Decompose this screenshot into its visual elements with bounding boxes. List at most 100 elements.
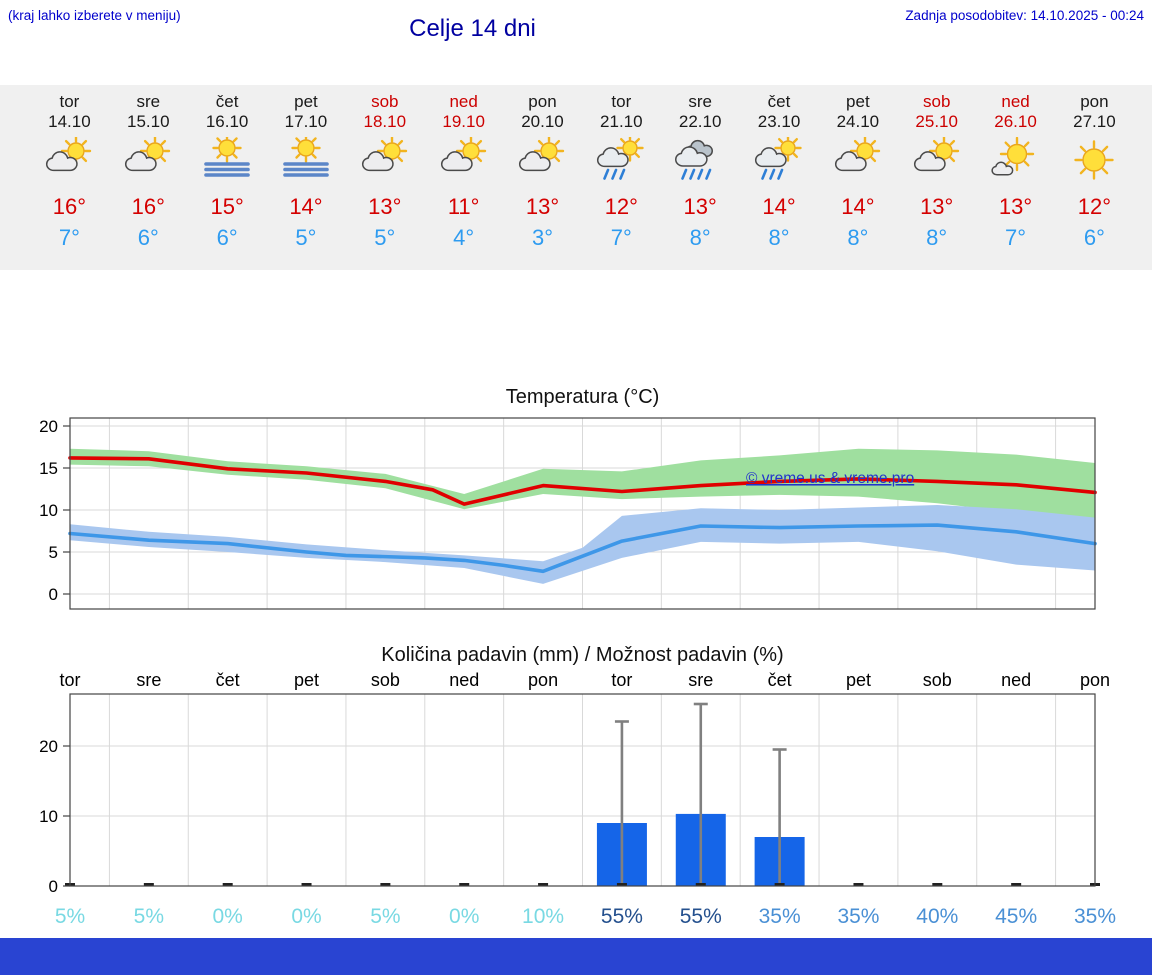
clouds-rain-icon — [675, 139, 714, 180]
temp-max-value: 11° — [447, 194, 480, 219]
temp-max-value: 14° — [762, 194, 796, 219]
weather-icon-wrap — [357, 135, 413, 185]
day-name: pon — [1080, 92, 1109, 111]
day-date: 26.10 — [994, 112, 1037, 131]
precip-day-label: čet — [768, 670, 792, 690]
forecast-day-column: sob 25.10 13° 8° — [897, 85, 976, 270]
baseline-tick — [222, 883, 233, 886]
sun-icon — [1074, 140, 1115, 180]
precip-day-label: ned — [1001, 670, 1031, 690]
day-date: 16.10 — [205, 112, 249, 131]
precip-probability: 55% — [601, 905, 643, 928]
precip-day-label: čet — [216, 670, 240, 690]
forecast-day-column: pet 24.10 14° 8° — [818, 85, 897, 270]
precip-probability: 0% — [213, 905, 243, 928]
temp-min-value: 8° — [768, 225, 790, 250]
forecast-day-column: pet 17.10 14° 5° — [267, 85, 346, 270]
temp-max-line — [68, 456, 1097, 506]
day-date: 27.10 — [1073, 112, 1116, 131]
temp-max-value: 12° — [1077, 194, 1112, 219]
temp-max-value: 12° — [604, 194, 638, 219]
sun-fog-icon — [283, 133, 329, 177]
precipitation-chart: tor sre čet pet sob ned pon tor sre čet pet sob ned p… — [39, 670, 1116, 928]
temp-min-value: 8° — [847, 225, 869, 250]
sun-cloud-rain-icon — [597, 134, 645, 180]
sun-cloud-rain-icon — [754, 134, 802, 180]
sun-cloud-icon — [361, 135, 407, 172]
weather-icon-wrap — [672, 137, 728, 185]
day-date: 17.10 — [284, 112, 328, 131]
day-date: 14.10 — [48, 112, 91, 131]
temp-min-value: 6° — [1083, 225, 1105, 250]
y-tick-label: 0 — [49, 585, 58, 604]
temp-max-value: 13° — [683, 194, 717, 219]
baseline-tick — [1011, 883, 1022, 886]
day-date: 20.10 — [521, 112, 564, 131]
temp-min-value: 7° — [1005, 225, 1027, 250]
day-date: 22.10 — [678, 112, 722, 131]
temp-max-value: 16° — [52, 194, 87, 219]
temp-min-value: 6° — [216, 225, 238, 250]
day-name: čet — [767, 92, 791, 111]
day-name: sob — [922, 92, 951, 111]
temp-min-value: 4° — [453, 225, 475, 250]
forecast-day-column: čet 23.10 14° 8° — [740, 85, 819, 270]
precip-day-label: tor — [611, 670, 632, 690]
temp-min-value: 6° — [137, 225, 159, 250]
forecast-day-column: ned 26.10 13° 7° — [976, 85, 1055, 270]
y-tick-label: 0 — [49, 877, 58, 896]
temp-min-value: 5° — [374, 225, 396, 250]
temp-max-range-band — [70, 448, 1095, 523]
last-update-text: Zadnja posodobitev: 14.10.2025 - 00:24 — [905, 8, 1144, 23]
watermark-text: © vreme.us & vreme.pro — [746, 470, 914, 487]
precip-day-label: sob — [371, 670, 400, 690]
precip-day-label: pon — [528, 670, 558, 690]
sun-cloud-icon — [913, 135, 959, 172]
page-title: Celje 14 dni — [409, 15, 536, 42]
temp-max-value: 13° — [920, 194, 954, 219]
forecast-day-column: ned 19.10 11° 4° — [424, 85, 503, 270]
forecast-day-column: sre 22.10 13° 8° — [661, 85, 740, 270]
day-date: 24.10 — [836, 112, 880, 131]
weather-icon-wrap — [593, 134, 649, 185]
day-date: 19.10 — [442, 112, 485, 131]
day-name: tor — [59, 92, 80, 111]
y-tick-label: 5 — [49, 543, 58, 562]
forecast-day-column: pon 27.10 12° 6° — [1055, 85, 1134, 270]
sun-cloud-icon — [46, 135, 92, 172]
temp-max-value: 13° — [998, 194, 1033, 219]
footer-bar — [0, 938, 1152, 975]
precip-day-label: pet — [294, 670, 319, 690]
y-tick-label: 20 — [39, 737, 58, 756]
temp-min-value: 7° — [58, 225, 80, 250]
precip-day-label: pet — [846, 670, 871, 690]
menu-hint-text: (kraj lahko izberete v meniju) — [8, 8, 181, 23]
day-name: ned — [449, 92, 478, 111]
precipitation-chart-title: Količina padavin (mm) / Možnost padavin … — [381, 644, 784, 666]
precip-probability: 0% — [449, 905, 479, 928]
sun-cloud-icon — [834, 135, 881, 172]
y-tick-label: 20 — [39, 417, 58, 436]
baseline-tick — [695, 883, 706, 886]
weather-icon-wrap — [278, 133, 334, 185]
day-date: 21.10 — [600, 112, 643, 131]
precip-probability: 35% — [759, 905, 801, 928]
plot-frame — [69, 417, 1096, 610]
sun-fog-icon — [204, 133, 250, 177]
weather-icon-wrap — [199, 133, 255, 185]
precip-day-label: pon — [1080, 670, 1110, 690]
weather-icon-wrap — [909, 135, 965, 185]
forecast-day-column: tor 21.10 12° 7° — [582, 85, 661, 270]
temp-max-value: 15° — [210, 194, 244, 219]
weather-icon-wrap — [120, 135, 176, 185]
y-tick-label: 10 — [39, 501, 58, 520]
y-tick-label: 15 — [39, 459, 58, 478]
temperature-chart: 0 5 10 15 20 © vreme.us & vreme.pro — [39, 417, 1097, 610]
temp-min-value: 8° — [689, 225, 711, 250]
precip-probability: 35% — [1074, 905, 1116, 928]
precip-probability: 10% — [522, 905, 564, 928]
weather-icon-wrap — [436, 135, 492, 185]
temp-max-value: 13° — [525, 194, 560, 219]
day-name: tor — [611, 92, 632, 111]
day-name: čet — [215, 92, 239, 111]
